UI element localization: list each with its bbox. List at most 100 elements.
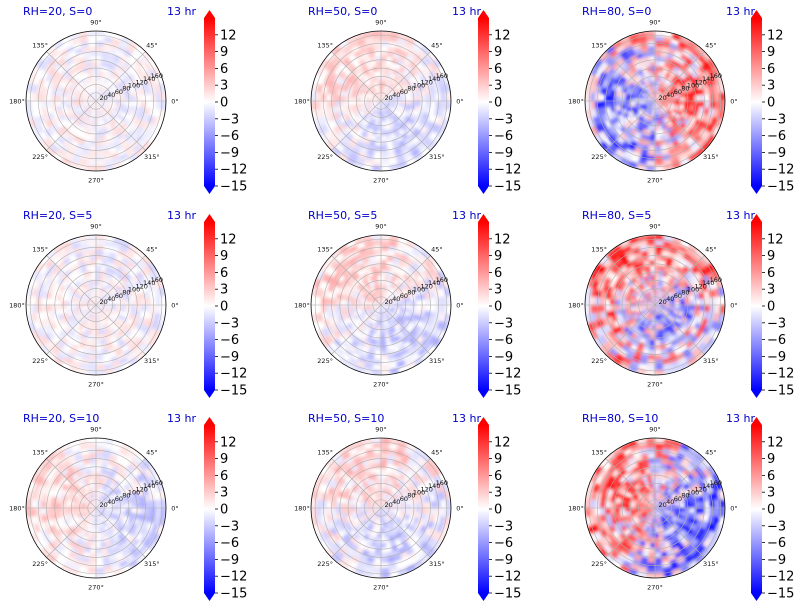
heatmap-cell: [336, 508, 342, 514]
heatmap-cell: [611, 111, 619, 119]
heatmap-cell: [40, 140, 51, 151]
heatmap-cell: [686, 325, 694, 333]
heatmap-cell: [659, 97, 665, 100]
heatmap-cell: [626, 329, 634, 337]
radial-tick-label: 140: [143, 75, 155, 83]
heatmap-cell: [106, 493, 112, 499]
heatmap-cell: [660, 76, 665, 83]
heatmap-cell: [393, 527, 400, 534]
heatmap-cell: [411, 248, 421, 258]
heatmap-cell: [351, 508, 357, 512]
heatmap-cell: [388, 490, 394, 497]
heatmap-cell: [93, 503, 96, 508]
heatmap-cell: [144, 290, 151, 299]
heatmap-cell: [655, 305, 657, 310]
heatmap-cell: [396, 135, 404, 143]
heatmap-cell: [374, 308, 379, 314]
heatmap-cell: [83, 490, 89, 497]
heatmap-cell: [411, 318, 418, 325]
angle-tick-label: 180°: [9, 97, 25, 105]
heatmap-cell: [373, 291, 378, 297]
heatmap-cell: [128, 40, 139, 50]
heatmap-cell: [384, 532, 389, 538]
heatmap-cell: [386, 515, 391, 521]
heatmap-cell: [351, 104, 357, 109]
heatmap-cell: [365, 448, 374, 455]
heatmap-cell: [613, 116, 621, 124]
heatmap-cell: [99, 291, 104, 297]
heatmap-cell: [77, 438, 88, 446]
heatmap-cell: [616, 85, 623, 92]
heatmap-cell: [605, 94, 611, 101]
heatmap-cell: [77, 235, 88, 243]
heatmap-cell: [105, 337, 112, 344]
heatmap-cell: [365, 290, 371, 296]
heatmap-cell: [88, 500, 93, 505]
heatmap-cell: [676, 125, 684, 133]
heatmap-cell: [408, 312, 415, 319]
heatmap-cell: [618, 285, 625, 292]
heatmap-cell: [358, 135, 366, 143]
heatmap-cell: [49, 280, 58, 288]
heatmap-cell: [376, 473, 381, 479]
heatmap-cell: [114, 91, 121, 96]
heatmap-cell: [86, 119, 91, 126]
heatmap-cell: [98, 110, 102, 116]
heatmap-cell: [379, 508, 381, 513]
heatmap-cell: [430, 508, 436, 516]
heatmap-cell: [391, 517, 397, 523]
heatmap-cell: [620, 118, 628, 126]
heatmap-cell: [342, 492, 349, 499]
heatmap-cell: [370, 265, 377, 272]
heatmap-cell: [400, 457, 409, 465]
heatmap-cell: [662, 118, 668, 125]
heatmap-cell: [342, 543, 351, 552]
heatmap-cell: [666, 292, 673, 298]
heatmap-cell: [393, 482, 400, 489]
heatmap-cell: [376, 98, 381, 101]
heatmap-cell: [611, 62, 620, 71]
heatmap-cell: [72, 320, 79, 327]
heatmap-cell: [432, 540, 442, 551]
colorbar-tick-label: 0: [220, 503, 228, 518]
heatmap-cell: [89, 104, 94, 110]
heatmap-cell: [387, 89, 392, 94]
heatmap-cell: [134, 118, 143, 126]
heatmap-cell: [352, 311, 358, 317]
angular-gridline: [46, 458, 97, 509]
heatmap-cell: [620, 308, 627, 315]
heatmap-cell: [366, 305, 372, 307]
heatmap-cell: [104, 367, 115, 375]
heatmap-cell: [87, 160, 96, 166]
heatmap-cell: [381, 339, 387, 345]
heatmap-cell: [599, 326, 608, 335]
heatmap-cell: [99, 87, 104, 93]
heatmap-cell: [137, 519, 145, 528]
heatmap-cell: [639, 266, 646, 273]
heatmap-cell: [113, 66, 121, 74]
heatmap-cell: [99, 71, 104, 77]
colorbar-tick-label: −3: [494, 112, 513, 127]
heatmap-cell: [91, 334, 96, 340]
heatmap-cell: [615, 309, 622, 316]
heatmap-cell: [399, 326, 406, 333]
heatmap-cell: [381, 493, 383, 499]
heatmap-cell: [337, 477, 346, 486]
heatmap-cell: [361, 297, 368, 302]
heatmap-cell: [365, 266, 372, 273]
heatmap-cell: [389, 308, 395, 313]
heatmap-cell: [126, 555, 136, 565]
colorbar-tick-label: −3: [220, 519, 239, 534]
heatmap-cell: [419, 525, 428, 533]
heatmap-cell: [88, 488, 93, 495]
heatmap-cell: [56, 352, 66, 362]
heatmap-cell: [640, 299, 646, 303]
heatmap-cell: [385, 506, 391, 508]
heatmap-cell: [645, 119, 650, 126]
heatmap-cell: [396, 445, 406, 453]
heatmap-cell: [88, 109, 93, 115]
heatmap-cell: [658, 93, 663, 98]
heatmap-cell: [674, 305, 680, 309]
heatmap-cell: [113, 343, 121, 352]
heatmap-cell: [413, 314, 420, 321]
